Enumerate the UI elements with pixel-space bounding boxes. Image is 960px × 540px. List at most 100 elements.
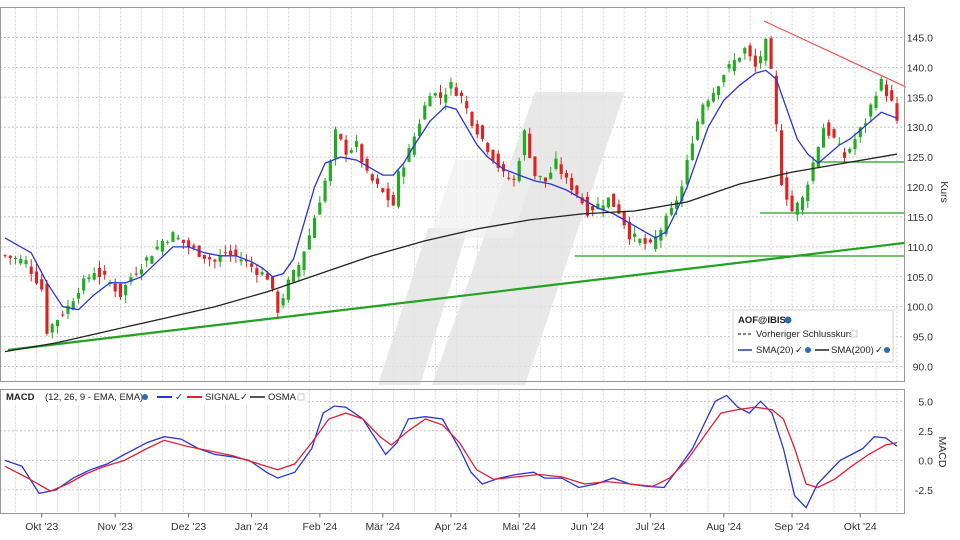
candle [528,127,532,159]
macd-tick-label: 5.0 [918,396,933,408]
checkbox-icon[interactable] [850,330,858,338]
candle [606,197,610,209]
watermark-logo [378,92,625,385]
candle [638,237,642,246]
candle [522,128,527,161]
candle [313,214,317,239]
candle [297,261,301,281]
x-tick-label: Mai '24 [502,521,536,533]
candle [176,234,180,241]
y-axis-ticks: 90.0 95.0 100.0 105.0 110.0 115.0 120.0 125.0 13… [907,32,933,496]
candle [779,124,784,186]
candle [223,245,227,257]
candle [124,284,128,304]
candle [895,96,899,125]
candle [307,228,311,251]
globe-icon[interactable] [784,316,792,324]
candle [8,255,12,265]
candle [276,289,280,319]
line-signal [4,406,898,492]
candle [879,76,883,92]
x-tick-label: Jan '24 [235,521,269,533]
candle [549,166,553,180]
candle [391,191,395,207]
candle [559,157,563,180]
macd-tick-label: 2.5 [918,426,933,438]
candle [365,156,369,174]
macd-panel-frame [0,389,905,514]
candle [349,147,353,154]
candle [19,254,23,266]
candle [255,264,259,283]
candle [717,85,721,100]
legend-osma: OSMA [268,392,297,403]
candle [795,201,799,221]
candle [711,87,715,103]
candle [82,274,86,295]
candle [696,118,700,141]
macd-lines [4,394,898,509]
line-sma20 [4,69,898,311]
candle [375,174,380,188]
support-trendline [7,241,905,352]
candle [554,151,558,171]
x-tick-label: Mär '24 [365,521,400,533]
candle [24,255,28,268]
candle [103,265,107,280]
price-tick-label: 125.0 [907,152,933,164]
checkbox-icon[interactable] [297,393,305,401]
candle [465,95,469,114]
candle [423,101,427,121]
candle [229,244,233,262]
candle [160,238,164,256]
candle [202,254,206,264]
price-tick-label: 100.0 [907,302,933,314]
candle [496,150,500,172]
macd-title: MACD [6,392,35,403]
legend-prev-close: Vorheriger Schlusskurs [756,329,854,340]
candle [827,119,831,139]
line-macd [4,394,898,509]
candle [34,263,39,285]
candle [218,248,222,268]
candle [187,237,191,255]
candle [727,60,731,73]
globe-icon[interactable] [142,394,148,400]
candle [92,267,96,281]
check-icon[interactable]: ✓ [875,345,883,356]
candle [743,46,747,60]
candle [654,230,658,252]
candle [145,255,149,268]
candle [381,187,385,194]
candle [627,216,631,245]
candle [890,84,894,102]
candle [328,159,332,187]
candle [648,237,652,244]
candle [166,240,170,245]
price-tick-label: 95.0 [913,332,934,344]
price-tick-label: 145.0 [907,32,933,44]
candle [858,126,862,143]
candle [244,254,248,268]
legend-sma200: SMA(200) [831,345,874,356]
check-icon[interactable]: ✓ [175,392,183,403]
x-tick-label: Nov '23 [98,521,133,533]
candle [234,244,238,263]
globe-icon[interactable] [884,347,890,353]
check-icon[interactable]: ✓ [795,345,803,356]
candle [129,272,133,286]
candle [155,239,159,251]
candle [213,258,217,269]
candle [811,156,815,184]
legend-signal: SIGNAL [205,392,240,403]
candle [50,323,54,339]
candle [454,82,458,97]
candle [570,173,574,195]
candlestick-series [3,36,899,339]
x-tick-label: Aug '24 [706,521,741,533]
check-icon[interactable]: ✓ [240,392,248,403]
price-legend: AOF@IBIS Vorheriger Schlusskurs SMA(20) … [732,309,894,363]
globe-icon[interactable] [805,347,811,353]
candle [171,230,175,242]
